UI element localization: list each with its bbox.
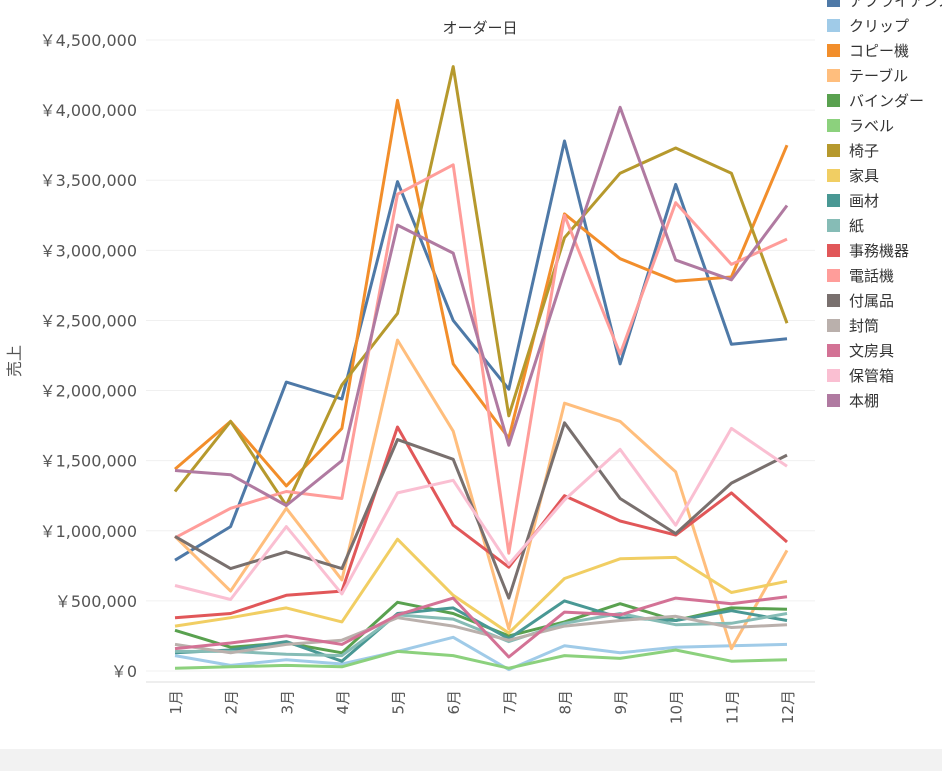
legend-swatch (827, 0, 840, 7)
legend-item[interactable]: テーブル (827, 63, 942, 88)
x-tick-label: 5月 (390, 690, 408, 715)
legend-swatch (827, 19, 840, 32)
x-tick-label: 11月 (723, 690, 741, 724)
legend-item[interactable]: アプライアンス (827, 0, 942, 13)
series-line[interactable] (174, 421, 788, 600)
legend-swatch (827, 119, 840, 132)
legend-item[interactable]: 家具 (827, 163, 942, 188)
series-line[interactable] (174, 425, 788, 620)
legend-item[interactable]: 画材 (827, 188, 942, 213)
legend-label: テーブル (849, 67, 909, 85)
legend-item[interactable]: 文房具 (827, 338, 942, 363)
series-line[interactable] (174, 595, 788, 659)
legend-label: 事務機器 (849, 242, 910, 260)
x-axis-ticks: 1月 2月 3月 4月 5月 6月 7月 8月 9月 10月 11月 12月 (167, 690, 797, 724)
y-tick-label: ￥4,000,000 (40, 101, 137, 120)
legend-label: ラベル (849, 117, 895, 135)
x-tick-label: 9月 (612, 690, 630, 715)
series-line[interactable] (174, 635, 788, 672)
legend-label: 電話機 (849, 267, 895, 285)
series-line[interactable] (174, 98, 789, 488)
x-tick-label: 3月 (278, 690, 296, 715)
x-tick-label: 4月 (334, 690, 352, 715)
y-tick-label: ￥3,500,000 (40, 171, 137, 190)
series-line[interactable] (174, 426, 788, 601)
legend-item[interactable]: 紙 (827, 213, 942, 238)
x-tick-label: 7月 (501, 690, 519, 715)
series-line[interactable] (174, 163, 788, 555)
y-tick-label: ￥500,000 (55, 592, 137, 611)
legend-label: 紙 (849, 217, 865, 235)
legend-item[interactable]: ラベル (827, 113, 942, 138)
x-tick-label: 12月 (779, 690, 797, 724)
series-line[interactable] (174, 648, 788, 670)
legend-item[interactable]: 本棚 (827, 388, 942, 413)
x-tick-label: 2月 (223, 690, 241, 715)
legend-item[interactable]: 付属品 (827, 288, 942, 313)
series-lines (173, 65, 789, 672)
y-tick-label: ￥3,000,000 (40, 241, 137, 260)
legend-label: 付属品 (849, 292, 895, 310)
legend-swatch (827, 244, 840, 257)
legend-label: 保管箱 (849, 367, 895, 385)
legend-label: クリップ (849, 17, 910, 35)
series-line[interactable] (173, 65, 789, 507)
series-line[interactable] (174, 105, 789, 507)
legend-item[interactable]: 椅子 (827, 138, 942, 163)
legend-item[interactable]: 電話機 (827, 263, 942, 288)
y-axis-ticks: ￥0 ￥500,000 ￥1,000,000 ￥1,500,000 ￥2,000,000… (40, 31, 137, 681)
legend-item[interactable]: クリップ (827, 13, 942, 38)
legend-item[interactable]: 事務機器 (827, 238, 942, 263)
legend-swatch (827, 369, 840, 382)
series-line[interactable] (175, 612, 788, 658)
legend-swatch (827, 294, 840, 307)
x-tick-label: 10月 (668, 690, 686, 724)
legend-label: アプライアンス (849, 0, 942, 10)
y-axis-label: 売上 (5, 345, 24, 377)
legend-label: 文房具 (849, 342, 895, 360)
legend-swatch (827, 144, 840, 157)
legend-item[interactable]: 保管箱 (827, 363, 942, 388)
legend-label: 椅子 (849, 142, 880, 160)
legend-label: 本棚 (849, 392, 880, 410)
x-tick-label: 1月 (167, 690, 185, 715)
legend-swatch (827, 394, 840, 407)
legend: アプライアンスクリップコピー機テーブルバインダーラベル椅子家具画材紙事務機器電話… (827, 0, 942, 413)
legend-swatch (827, 169, 840, 182)
legend-label: 封筒 (849, 317, 880, 335)
y-tick-label: ￥2,000,000 (40, 382, 137, 401)
y-tick-label: ￥4,500,000 (40, 31, 137, 50)
legend-swatch (827, 269, 840, 282)
legend-item[interactable]: 封筒 (827, 313, 942, 338)
legend-swatch (827, 44, 840, 57)
legend-label: バインダー (849, 92, 925, 110)
legend-swatch (827, 219, 840, 232)
x-tick-label: 6月 (445, 690, 463, 715)
y-tick-label: ￥2,500,000 (40, 311, 137, 330)
series-line[interactable] (174, 614, 788, 655)
legend-swatch (827, 69, 840, 82)
legend-item[interactable]: コピー機 (827, 38, 942, 63)
x-tick-label: 8月 (556, 690, 574, 715)
legend-label: 画材 (849, 192, 880, 210)
chart-title: オーダー日 (442, 19, 517, 37)
series-line[interactable] (174, 537, 788, 635)
legend-swatch (827, 94, 840, 107)
footer-bar (0, 749, 942, 771)
legend-swatch (827, 319, 840, 332)
y-tick-label: ￥1,000,000 (40, 522, 137, 541)
legend-swatch (827, 344, 840, 357)
legend-label: 家具 (849, 167, 880, 185)
legend-label: コピー機 (849, 42, 910, 60)
y-tick-label: ￥1,500,000 (40, 452, 137, 471)
legend-swatch (827, 194, 840, 207)
legend-item[interactable]: バインダー (827, 88, 942, 113)
y-tick-label: ￥0 (111, 662, 137, 681)
